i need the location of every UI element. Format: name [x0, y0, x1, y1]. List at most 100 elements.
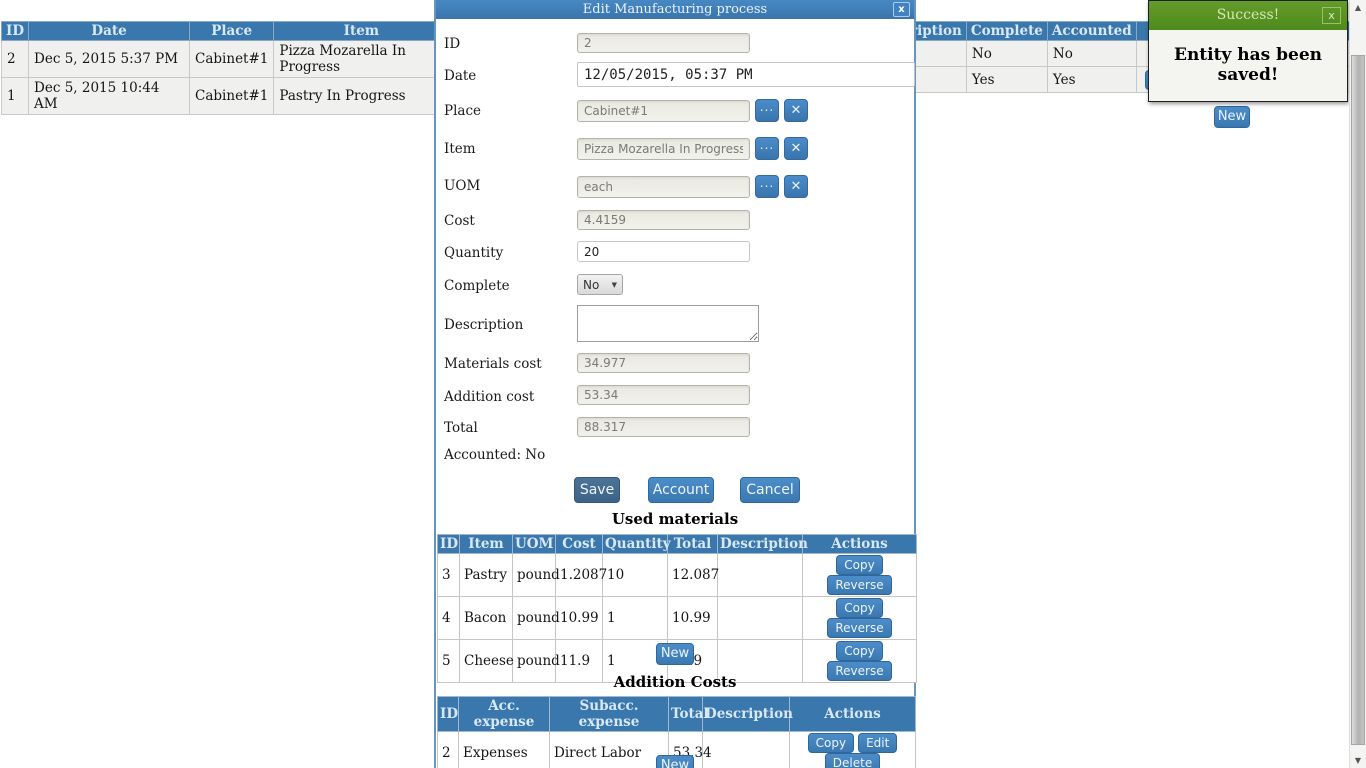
scrollbar-thumb[interactable]	[1351, 55, 1365, 745]
cell-date: Dec 5, 2015 10:44 AM	[28, 77, 191, 115]
col-header-complete: Complete	[965, 21, 1048, 41]
quantity-field[interactable]	[577, 241, 750, 262]
uom-clear-button[interactable]: ✕	[784, 175, 808, 198]
col-header-acc-expense: Acc. expense	[458, 696, 550, 732]
col-header-id: ID	[0, 21, 30, 41]
col-header-accounted: Accounted	[1046, 21, 1137, 41]
cell-item: Pastry	[459, 553, 513, 597]
table-header-row: ID Item UOM Cost Quantity Total Descript…	[437, 534, 917, 554]
used-materials-table: ID Item UOM Cost Quantity Total Descript…	[437, 534, 917, 683]
new-used-material-button[interactable]: New	[656, 643, 694, 665]
quantity-label: Quantity	[444, 245, 504, 261]
cell-quantity: 1	[602, 596, 668, 640]
col-header-id: ID	[437, 534, 460, 554]
cell-total: 12.087	[667, 553, 719, 597]
date-label: Date	[444, 68, 477, 84]
cell-item: Pizza Mozarella In Progress	[273, 40, 450, 78]
col-header-quantity: Quantity	[602, 534, 671, 554]
accounted-label: Accounted: No	[444, 447, 546, 463]
cell-id: 2	[0, 40, 30, 78]
cell-quantity: 10	[602, 553, 668, 597]
col-header-actions: Actions	[789, 696, 916, 732]
cell-cost: 10.99	[555, 596, 603, 640]
dialog-close-button[interactable]: x	[893, 2, 910, 17]
addition-costs-table: ID Acc. expense Subacc. expense Total De…	[437, 696, 916, 768]
uom-lookup-button[interactable]: ...	[755, 175, 779, 198]
copy-button[interactable]: Copy	[836, 598, 883, 618]
item-lookup-button[interactable]: ...	[755, 137, 779, 160]
reverse-button[interactable]: Reverse	[827, 661, 892, 681]
dialog-titlebar: Edit Manufacturing process x	[436, 0, 914, 19]
cell-actions: Copy EditDelete	[789, 731, 916, 768]
table-row: 2 Dec 5, 2015 5:37 PM Cabinet#1 Pizza Mo…	[0, 40, 450, 78]
toast-close-button[interactable]: x	[1322, 7, 1341, 24]
col-header-date: Date	[28, 21, 191, 41]
col-header-id: ID	[437, 696, 459, 732]
complete-label: Complete	[444, 278, 510, 294]
cell-uom: pound	[512, 596, 560, 640]
page-scrollbar[interactable]: ▲ ▼	[1349, 0, 1366, 768]
cell-id: 1	[0, 77, 30, 115]
cell-complete: No	[965, 40, 1048, 67]
toast-title: Success!	[1216, 7, 1280, 23]
success-toast: Success! x Entity has been saved!	[1148, 0, 1348, 102]
cell-acc-expense: Expenses	[458, 731, 550, 768]
col-header-item: Item	[273, 21, 450, 41]
place-field	[577, 100, 750, 122]
id-label: ID	[444, 36, 461, 52]
complete-selected-value: No	[583, 277, 600, 292]
cell-description	[702, 731, 790, 768]
description-textarea[interactable]	[577, 305, 759, 342]
cell-actions: CopyReverse	[802, 596, 917, 640]
col-header-description-partial: ription	[905, 21, 967, 41]
cell-place: Cabinet#1	[189, 77, 275, 115]
cancel-button[interactable]: Cancel	[740, 477, 800, 503]
item-clear-button[interactable]: ✕	[784, 137, 808, 160]
reverse-button[interactable]: Reverse	[827, 575, 892, 595]
cell-complete: Yes	[965, 66, 1048, 93]
scroll-down-icon[interactable]: ▼	[1354, 756, 1362, 765]
col-header-total: Total	[667, 534, 718, 554]
date-field[interactable]	[577, 62, 915, 87]
materials-cost-field	[577, 353, 750, 373]
place-clear-button[interactable]: ✕	[784, 99, 808, 122]
complete-select[interactable]: No ▼	[577, 274, 623, 295]
used-materials-title: Used materials	[611, 510, 739, 528]
copy-button[interactable]: Copy	[836, 641, 883, 661]
cell-actions: CopyReverse	[802, 553, 917, 597]
cell-item: Bacon	[459, 596, 513, 640]
addition-costs-title: Addition Costs	[613, 673, 737, 691]
copy-button[interactable]: Copy	[836, 555, 883, 575]
uom-label: UOM	[444, 178, 481, 194]
uom-field	[577, 176, 750, 198]
cell-date: Dec 5, 2015 5:37 PM	[28, 40, 191, 78]
new-addition-cost-button[interactable]: New	[656, 755, 694, 768]
cell-cost: 1.2087	[555, 553, 607, 597]
account-button[interactable]: Account	[648, 477, 714, 503]
col-header-total: Total	[668, 696, 709, 732]
cell-id: 3	[437, 553, 460, 597]
cell-actions: CopyReverse	[802, 639, 917, 683]
place-lookup-button[interactable]: ...	[755, 99, 779, 122]
materials-cost-label: Materials cost	[444, 356, 542, 372]
col-header-description: Description	[702, 696, 793, 732]
save-button[interactable]: Save	[574, 477, 620, 503]
scroll-up-icon[interactable]: ▲	[1354, 3, 1362, 12]
description-label: Description	[444, 317, 524, 333]
new-process-button[interactable]: New	[1214, 106, 1250, 128]
reverse-button[interactable]: Reverse	[827, 618, 892, 638]
copy-button[interactable]: Copy	[807, 733, 855, 753]
table-row: 2 Expenses Direct Labor 53.34 Copy EditDe…	[437, 731, 916, 768]
toast-message: Entity has been saved!	[1173, 45, 1323, 85]
delete-button[interactable]: Delete	[824, 753, 881, 768]
col-header-subacc-expense: Subacc. expense	[549, 696, 669, 732]
table-row: 4 Bacon pound 10.99 1 10.99 CopyReverse	[437, 596, 917, 640]
col-header-item: Item	[459, 534, 513, 554]
dialog-title: Edit Manufacturing process	[582, 2, 768, 17]
cell-description	[717, 639, 803, 683]
cell-place: Cabinet#1	[189, 40, 275, 78]
table-header-row: ID Date Place Item	[0, 21, 450, 41]
edit-button[interactable]: Edit	[858, 733, 898, 753]
cell-uom: pound	[512, 553, 560, 597]
